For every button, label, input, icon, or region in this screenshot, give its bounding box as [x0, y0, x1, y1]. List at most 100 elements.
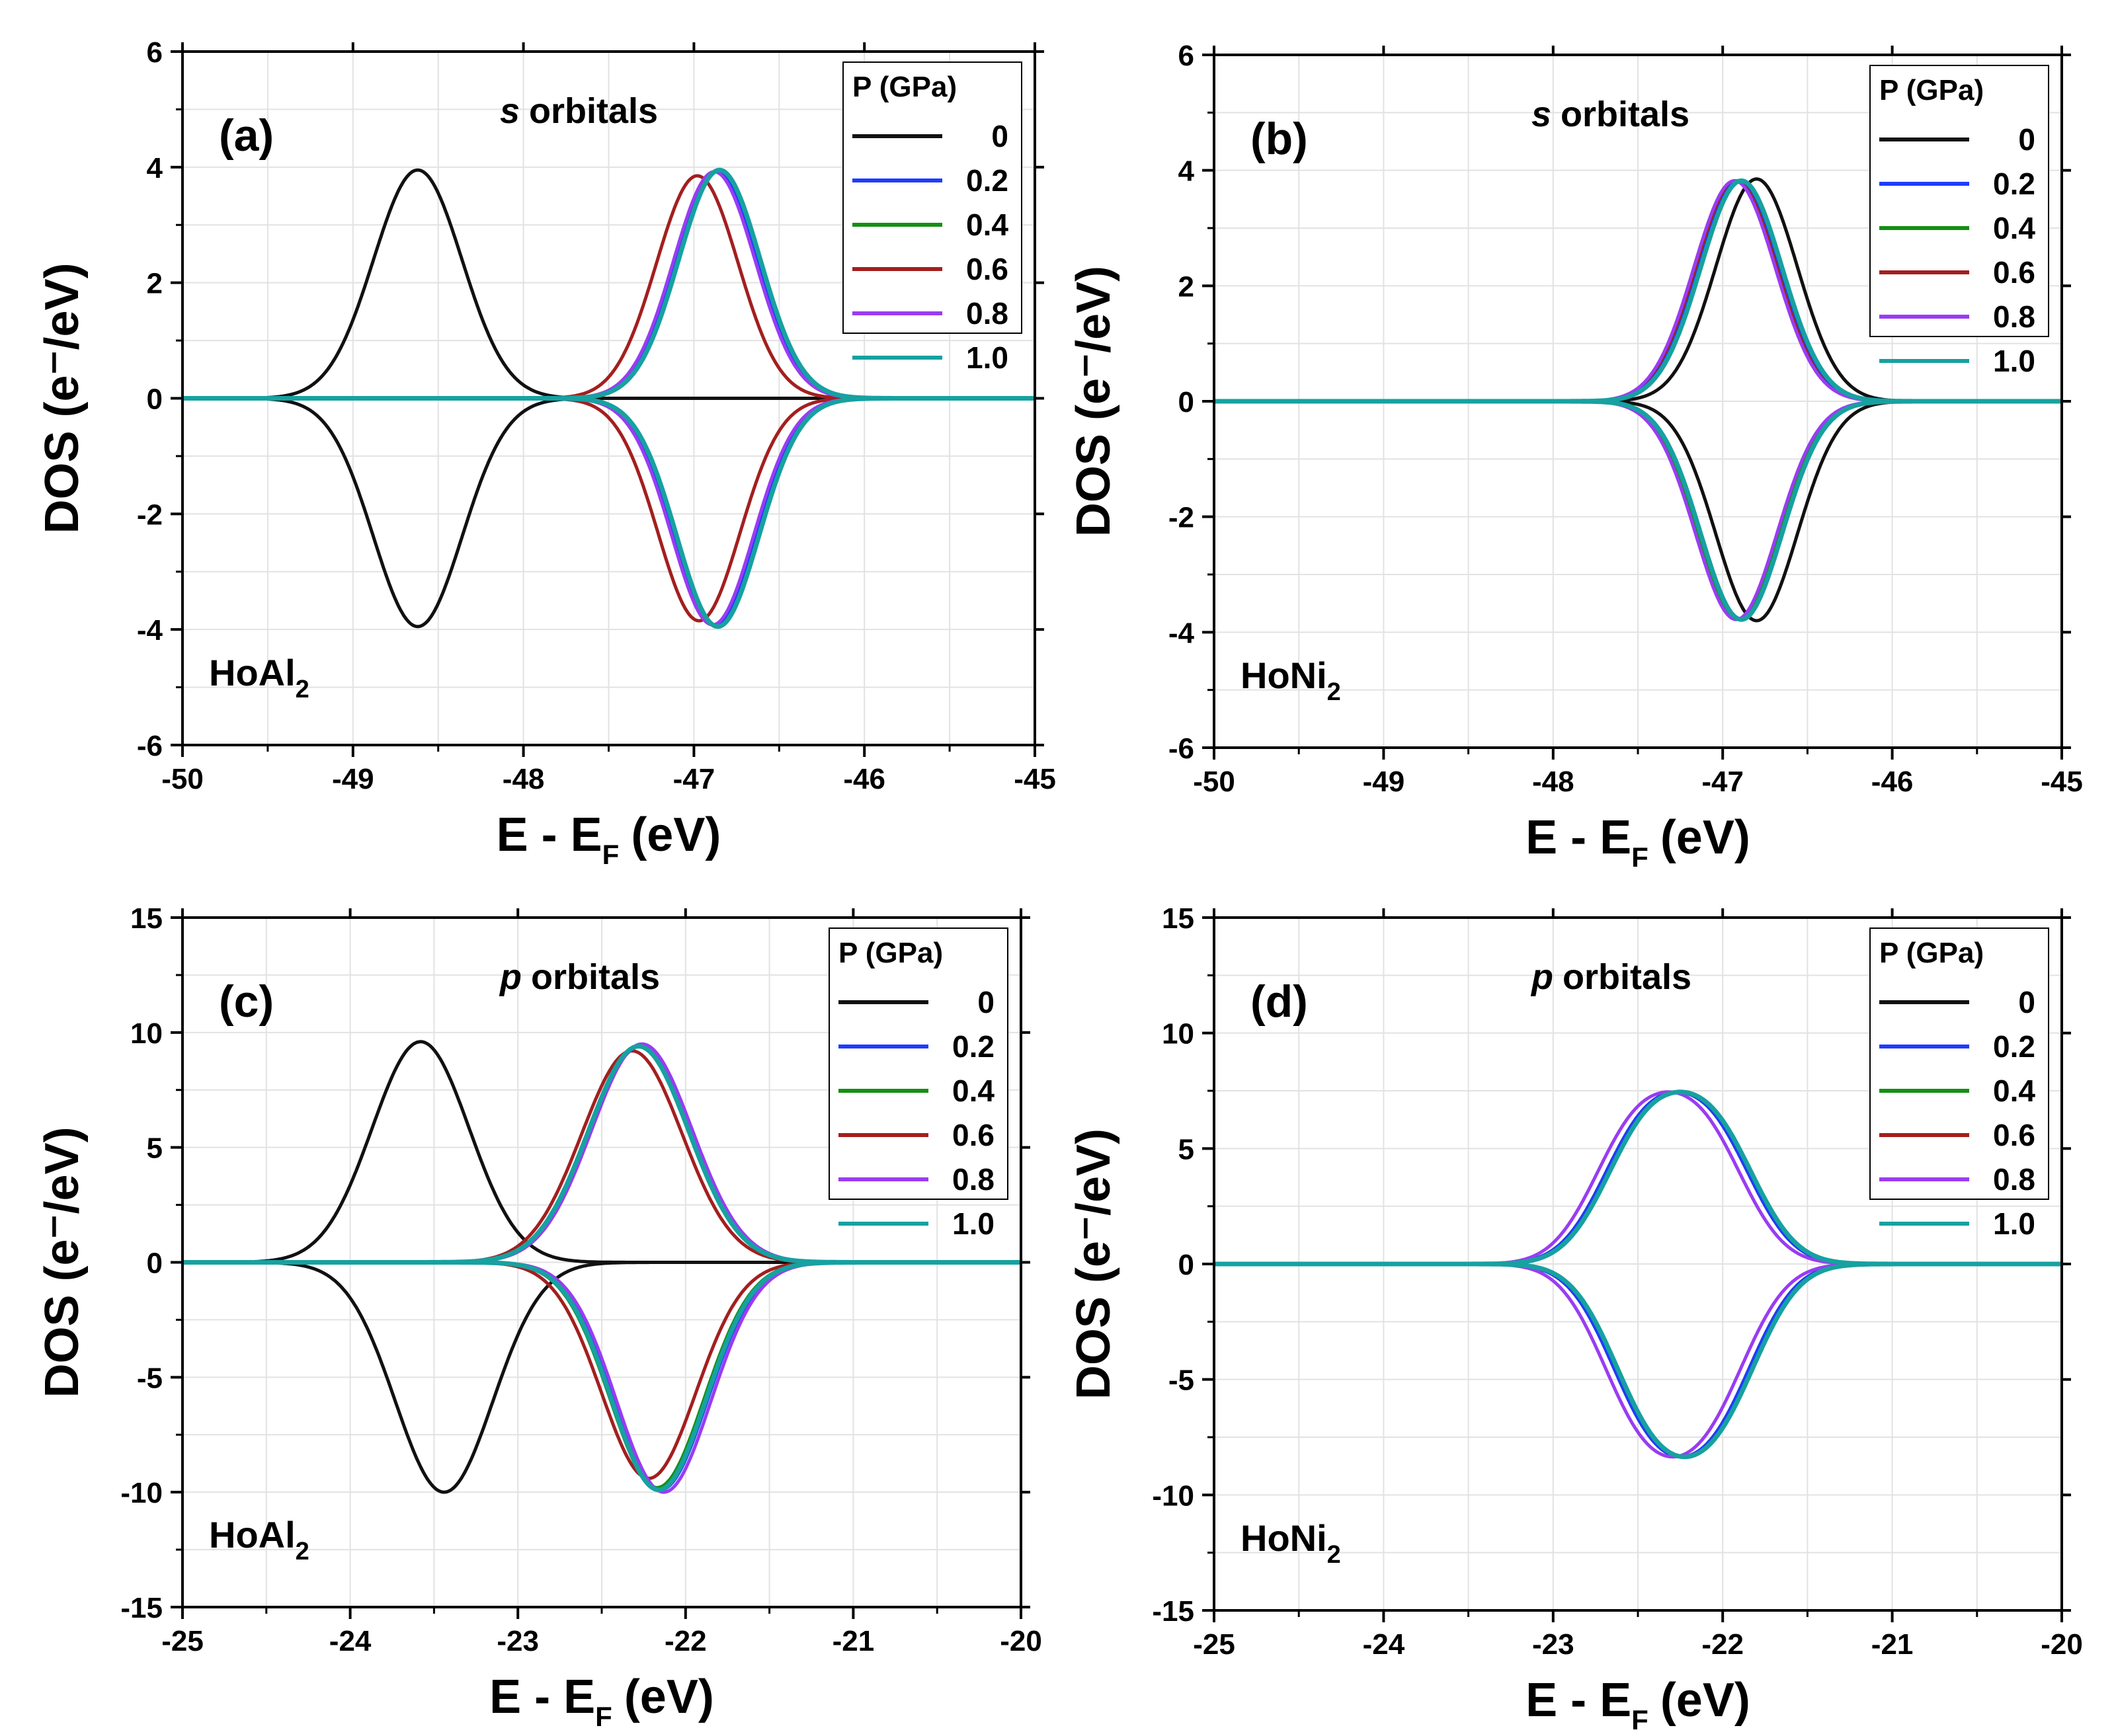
compound-name: HoAl [209, 1514, 296, 1556]
legend-title: P (GPa) [1879, 937, 1984, 969]
y-tick-label: -5 [137, 1362, 163, 1394]
x-tick-label: -45 [2041, 766, 2083, 798]
legend-label: 0 [2018, 122, 2035, 157]
legend-label: 0.8 [966, 296, 1008, 331]
orbital-word: orbitals [1563, 957, 1691, 997]
compound-name: HoNi [1241, 1517, 1327, 1559]
y-tick-label: 0 [147, 383, 163, 416]
legend-label: 0.4 [1993, 211, 2035, 245]
x-axis-title-sub: F [595, 1701, 612, 1732]
legend-title: P (GPa) [852, 71, 957, 103]
panel-label: (a) [219, 110, 274, 161]
y-tick-label: -2 [1168, 502, 1194, 534]
panel-label: (d) [1250, 976, 1308, 1027]
x-tick-label: -25 [161, 1625, 204, 1657]
x-tick-label: -22 [665, 1625, 707, 1657]
panel-label: (c) [219, 976, 274, 1027]
legend-title: P (GPa) [1879, 74, 1984, 106]
panel-a: -50 -49 -48 -47 -46 -45 -6 -4 -2 0 2 4 6 E - EF (eV) DO… [36, 36, 1056, 870]
y-tick-label: 0 [1178, 386, 1194, 418]
orbital-word: orbitals [1561, 95, 1689, 134]
panel-label: (b) [1250, 114, 1308, 164]
y-tick-label: 5 [147, 1132, 163, 1165]
compound-subscript: 2 [296, 676, 309, 703]
legend-label: 0.2 [1993, 1029, 2035, 1064]
x-axis-title-main: E - E [1526, 811, 1631, 864]
legend-label: 0.4 [966, 208, 1008, 242]
legend-label: 0.2 [1993, 167, 2035, 201]
legend-title: P (GPa) [838, 937, 943, 969]
legend-label: 0.2 [966, 163, 1008, 198]
x-axis-title-main: E - E [1526, 1674, 1631, 1727]
y-tick-label: -6 [137, 730, 163, 762]
y-tick-label: 6 [147, 36, 163, 69]
x-tick-label: -48 [503, 763, 545, 795]
y-axis-title: DOS (e⁻/eV) [1067, 266, 1120, 537]
y-tick-label: -5 [1168, 1364, 1194, 1397]
y-tick-label: 5 [1178, 1133, 1194, 1165]
x-tick-label: -20 [1000, 1625, 1042, 1657]
legend-label: 1.0 [1993, 1206, 2035, 1241]
x-axis-title: E - EF (eV) [1526, 811, 1750, 873]
compound-name: HoAl [209, 652, 296, 693]
y-tick-label: 4 [147, 152, 163, 184]
x-tick-label: -21 [1871, 1628, 1914, 1661]
y-tick-label: 0 [1178, 1249, 1194, 1281]
y-axis-title: DOS (e⁻/eV) [36, 1126, 89, 1398]
legend-label: 0.8 [1993, 299, 2035, 334]
legend-label: 0 [2018, 985, 2035, 1019]
orbital-letter: s [1531, 95, 1551, 134]
x-axis-title: E - EF (eV) [1526, 1674, 1750, 1735]
y-tick-label: -15 [1152, 1595, 1194, 1628]
x-axis-title-unit: (eV) [1660, 1674, 1750, 1727]
panel-b: -50 -49 -48 -47 -46 -45 -6 -4 -2 0 2 4 6 E - EF (eV) DO… [1067, 40, 2083, 873]
legend-label: 0.6 [1993, 1118, 2035, 1152]
x-tick-label: -25 [1193, 1628, 1235, 1661]
legend-label: 0.8 [1993, 1162, 2035, 1197]
legend: P (GPa) 0 0.2 0.4 0.6 0.8 1.0 [829, 928, 1008, 1241]
x-tick-label: -50 [1193, 766, 1235, 798]
x-tick-label: -47 [673, 763, 715, 795]
legend-label: 0.8 [952, 1162, 995, 1197]
y-tick-label: -6 [1168, 732, 1194, 765]
orbital-letter: p [499, 957, 522, 997]
orbital-word: orbitals [529, 91, 658, 131]
orbital-letter: s [500, 91, 520, 131]
y-tick-label: 0 [147, 1247, 163, 1280]
compound-subscript: 2 [1327, 678, 1341, 706]
compound-name: HoNi [1241, 654, 1327, 696]
x-tick-label: -20 [2041, 1628, 2083, 1661]
y-tick-label: -10 [120, 1477, 163, 1509]
y-tick-label: 10 [1162, 1018, 1194, 1050]
x-tick-label: -46 [1871, 766, 1914, 798]
legend-label: 0 [991, 119, 1008, 153]
panel-c: -25 -24 -23 -22 -21 -20 -15 -10 -5 0 5 10 15 E - EF (e… [36, 902, 1042, 1732]
x-tick-label: -24 [1363, 1628, 1405, 1661]
legend-label: 0.4 [1993, 1074, 2035, 1108]
x-tick-label: -21 [833, 1625, 875, 1657]
x-axis-title-sub: F [1631, 842, 1648, 873]
legend: P (GPa) 0 0.2 0.4 0.6 0.8 1.0 [1870, 65, 2049, 378]
legend-label: 0.6 [1993, 255, 2035, 290]
x-tick-label: -49 [1363, 766, 1405, 798]
y-tick-label: 2 [1178, 270, 1194, 303]
legend-label: 0 [977, 985, 995, 1019]
x-axis-title-unit: (eV) [631, 809, 721, 861]
x-axis-title-unit: (eV) [624, 1671, 714, 1723]
y-tick-label: 15 [1162, 902, 1194, 935]
x-axis-title-main: E - E [497, 809, 602, 861]
y-tick-label: 2 [147, 268, 163, 300]
x-axis-title: E - EF (eV) [489, 1671, 714, 1732]
y-tick-label: 15 [130, 902, 163, 935]
x-tick-label: -45 [1014, 763, 1056, 795]
orbital-letter: p [1530, 957, 1553, 997]
legend-label: 0.6 [952, 1118, 995, 1152]
y-tick-label: -4 [137, 614, 163, 647]
compound-subscript: 2 [296, 1538, 309, 1565]
y-tick-label: 10 [130, 1017, 163, 1050]
y-axis-title: DOS (e⁻/eV) [36, 262, 89, 533]
orbital-word: orbitals [531, 957, 660, 997]
legend: P (GPa) 0 0.2 0.4 0.6 0.8 1.0 [1870, 928, 2049, 1241]
y-tick-label: 6 [1178, 40, 1194, 72]
legend-label: 1.0 [952, 1206, 995, 1241]
